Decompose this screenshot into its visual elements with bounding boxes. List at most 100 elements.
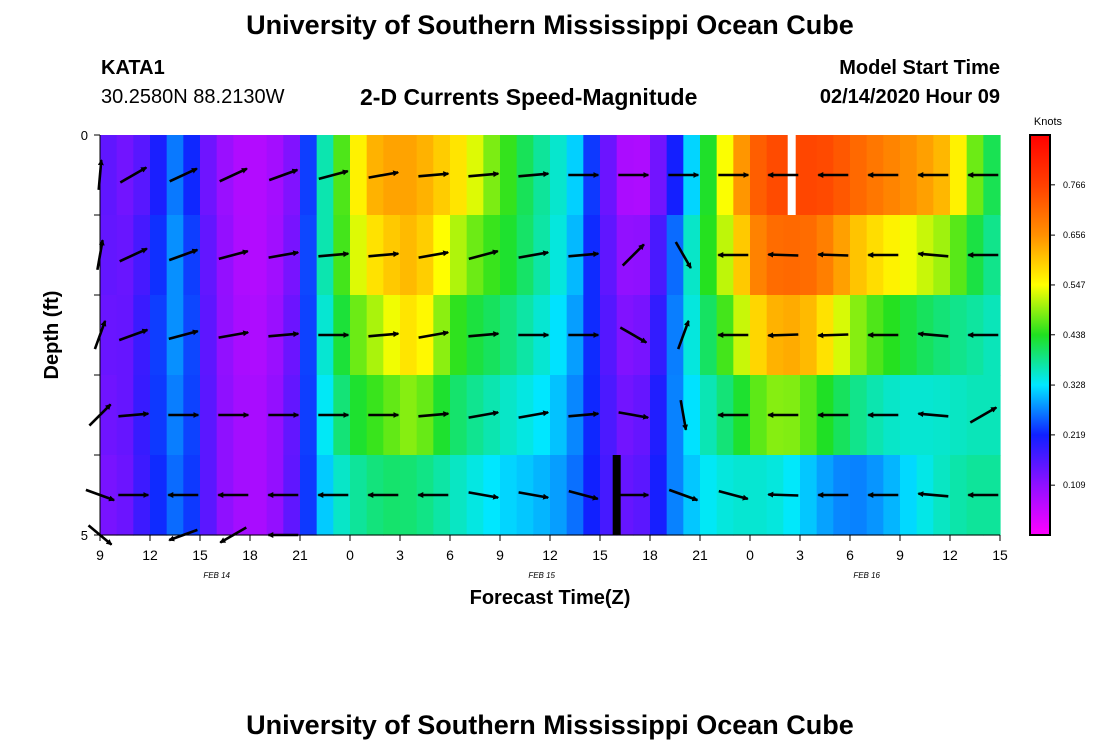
current-vector-arrow: [468, 331, 500, 338]
heatmap-cell: [250, 375, 268, 456]
heatmap-cell: [683, 375, 701, 456]
current-vector-arrow: [368, 170, 400, 179]
heatmap-cell: [550, 215, 568, 296]
y-axis-label: Depth (ft): [41, 291, 63, 380]
current-vector-arrow: [917, 251, 949, 258]
heatmap-cell: [350, 215, 368, 296]
heatmap-cell: [550, 455, 568, 536]
heatmap-cell: [716, 455, 734, 536]
heatmap-cell: [216, 215, 234, 296]
heatmap-cell: [650, 215, 668, 296]
heatmap-cell: [300, 375, 318, 456]
current-vector-arrow: [268, 168, 299, 182]
heatmap-cell: [400, 295, 418, 376]
current-vector-arrow: [418, 411, 450, 418]
model-start-time: 02/14/2020 Hour 09: [819, 86, 1000, 108]
x-tick-label: 0: [746, 547, 754, 563]
heatmap-cell: [600, 135, 618, 216]
heatmap-cell: [183, 215, 201, 296]
heatmap-cell: [750, 135, 768, 216]
heatmap-cell: [433, 215, 451, 296]
heatmap-cell: [533, 215, 551, 296]
heatmap-cell: [250, 455, 268, 536]
current-vector-arrow: [618, 411, 650, 420]
heatmap-cell: [800, 295, 818, 376]
heatmap-cell: [900, 215, 918, 296]
heatmap-cell: [666, 455, 684, 536]
heatmap-cell: [683, 215, 701, 296]
heatmap-cell: [950, 295, 968, 376]
heatmap-cell: [183, 135, 201, 216]
colorbar-tick-label: 0.547: [1063, 280, 1086, 290]
heatmap-cell: [566, 455, 584, 536]
heatmap-cell: [600, 215, 618, 296]
heatmap-cell: [166, 215, 184, 296]
heatmap-cell: [100, 135, 118, 216]
current-vector-arrow: [619, 326, 648, 344]
heatmap-cell: [100, 215, 118, 296]
x-tick-label: 15: [592, 547, 608, 563]
current-vector-arrow: [418, 250, 450, 259]
heatmap-cell: [333, 135, 351, 216]
heatmap-cell: [750, 215, 768, 296]
heatmap-cell: [300, 455, 318, 536]
heatmap-cell: [500, 375, 518, 456]
heatmap-cell: [150, 455, 168, 536]
heatmap-cell: [500, 295, 518, 376]
heatmap-cell: [166, 295, 184, 376]
x-tick-label: 18: [642, 547, 658, 563]
heatmap-cell: [966, 375, 984, 456]
colorbar-label: Knots: [1034, 116, 1063, 128]
current-vector-arrow: [674, 241, 692, 269]
heatmap-cell: [850, 135, 868, 216]
heatmap-cell: [300, 135, 318, 216]
x-tick-label: 12: [142, 547, 158, 563]
heatmap-cell: [750, 295, 768, 376]
x-tick-label: 15: [192, 547, 208, 563]
heatmap-cell: [200, 375, 218, 456]
heatmap-cell: [616, 295, 634, 376]
current-vector-arrow: [119, 166, 148, 184]
heatmap-cell: [200, 135, 218, 216]
station-id: KATA1: [101, 57, 165, 79]
x-tick-label: 12: [942, 547, 958, 563]
heatmap-cell: [400, 215, 418, 296]
heatmap-cell: [100, 375, 118, 456]
heatmap-cell: [983, 375, 1001, 456]
heatmap-cell: [216, 135, 234, 216]
heatmap-cell: [300, 215, 318, 296]
current-vector-arrow: [218, 330, 250, 339]
current-vector-arrow: [668, 488, 699, 502]
heatmap-cell: [150, 295, 168, 376]
chart-subtitle: 2-D Currents Speed-Magnitude: [360, 84, 698, 110]
heatmap-cell: [350, 295, 368, 376]
heatmap-cell: [516, 455, 534, 536]
heatmap-cell: [450, 215, 468, 296]
heatmap-cell: [183, 295, 201, 376]
model-start-label: Model Start Time: [839, 57, 1000, 79]
current-vector-arrow: [518, 491, 550, 500]
heatmap-cell: [750, 455, 768, 536]
heatmap-cell: [950, 375, 968, 456]
heatmap-cell: [116, 295, 134, 376]
heatmap-cell: [100, 455, 118, 536]
current-vector-arrow: [468, 249, 499, 261]
heatmap-cell: [450, 455, 468, 536]
y-tick-label: 5: [81, 528, 88, 543]
heatmap-cell: [666, 375, 684, 456]
colorbar-tick-label: 0.109: [1063, 480, 1086, 490]
heatmap-cell: [550, 375, 568, 456]
current-vector-arrow: [118, 328, 149, 342]
heatmap-cell: [550, 135, 568, 216]
current-vector-arrow: [568, 251, 600, 258]
colorbar-tick-label: 0.328: [1063, 380, 1086, 390]
heatmap-cell: [900, 295, 918, 376]
heatmap-cell: [950, 215, 968, 296]
heatmap-cell: [400, 375, 418, 456]
current-vector-arrow: [568, 489, 599, 501]
heatmap-cell: [900, 135, 918, 216]
heatmap-cell: [483, 215, 501, 296]
heatmap-cell: [283, 215, 301, 296]
current-vector-arrow: [817, 251, 849, 258]
x-tick-label: 9: [496, 547, 504, 563]
